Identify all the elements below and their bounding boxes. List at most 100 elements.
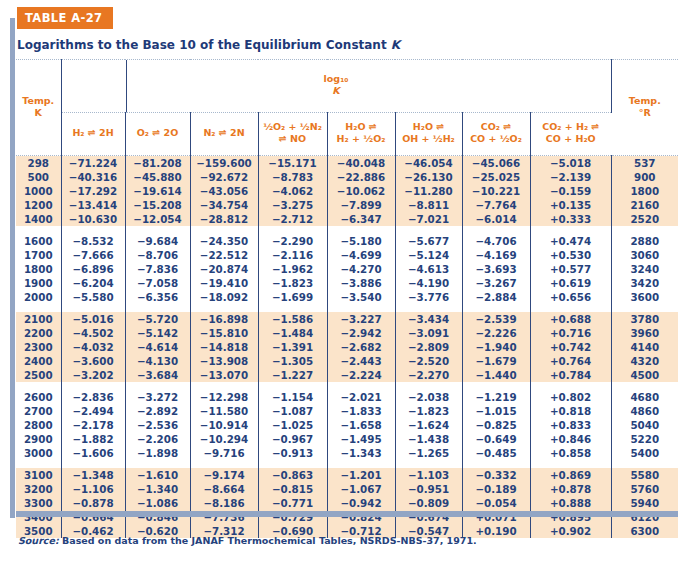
- log-k-value-cell: −2.178: [61, 418, 125, 432]
- gap-cell: [611, 460, 678, 468]
- log-k-value-cell: −17.292: [61, 184, 125, 198]
- row-group-2: 1600−8.532−9.684−24.350−2.290−5.180−5.67…: [16, 234, 678, 304]
- log-k-value-cell: +0.135: [530, 198, 611, 212]
- log-k-value-cell: −1.833: [327, 404, 395, 418]
- log-k-value-cell: −0.809: [395, 496, 462, 510]
- log-k-value-cell: −28.812: [190, 212, 258, 226]
- temp-r-cell: 2160: [611, 198, 678, 212]
- log-k-value-cell: −1.343: [327, 446, 395, 460]
- temp-r-cell: 5940: [611, 496, 678, 510]
- log10-label: log₁₀: [324, 73, 349, 84]
- table-row: 1200−13.414−15.208−34.754−3.275−7.899−8.…: [16, 198, 678, 212]
- gap-cell: [395, 226, 462, 234]
- gap-cell: [61, 226, 125, 234]
- gap-row: [16, 304, 678, 312]
- log-k-value-cell: −1.265: [395, 446, 462, 460]
- log-k-value-cell: −1.103: [395, 468, 462, 482]
- temp-k-cell: 500: [16, 170, 61, 184]
- log-k-value-cell: +0.764: [530, 354, 611, 368]
- log-k-value-cell: −3.540: [327, 290, 395, 304]
- column-header-temp-r: Temp. °R: [611, 60, 678, 156]
- row-group-5: 3100−1.348−1.610−9.174−0.863−1.201−1.103…: [16, 468, 678, 538]
- table-title-k-symbol: K: [391, 38, 400, 52]
- log-k-value-cell: −1.154: [258, 390, 327, 404]
- log-k-value-cell: −4.130: [125, 354, 190, 368]
- temp-r-cell: 6300: [611, 524, 678, 538]
- gap-cell: [327, 382, 395, 390]
- temp-k-cell: 3100: [16, 468, 61, 482]
- log-k-value-cell: −1.940: [462, 340, 530, 354]
- log-k-value-cell: −1.606: [61, 446, 125, 460]
- temp-k-cell: 2700: [16, 404, 61, 418]
- log-k-value-cell: −12.054: [125, 212, 190, 226]
- log-k-value-cell: −1.015: [462, 404, 530, 418]
- log-k-value-cell: −2.712: [258, 212, 327, 226]
- table-row: 1000−17.292−19.614−43.056−4.062−10.062−1…: [16, 184, 678, 198]
- log-k-value-cell: −0.878: [61, 496, 125, 510]
- log-k-value-cell: −4.614: [125, 340, 190, 354]
- log-k-value-cell: −45.880: [125, 170, 190, 184]
- log-k-value-cell: −3.600: [61, 354, 125, 368]
- log-k-value-cell: −1.624: [395, 418, 462, 432]
- log-k-value-cell: −3.275: [258, 198, 327, 212]
- left-accent-bar: [10, 18, 15, 518]
- column-header-row: H₂ ⇌ 2H O₂ ⇌ 2O N₂ ⇌ 2N ½O₂ + ½N₂ ⇌ NO H…: [16, 113, 678, 156]
- temp-k-cell: 298: [16, 156, 61, 171]
- log-k-value-cell: −4.032: [61, 340, 125, 354]
- temp-r-cell: 3780: [611, 312, 678, 326]
- log-k-value-cell: +0.902: [530, 524, 611, 538]
- log-k-value-cell: −1.823: [258, 276, 327, 290]
- gap-cell: [125, 382, 190, 390]
- temp-k-cell: 2200: [16, 326, 61, 340]
- log-k-value-cell: −159.600: [190, 156, 258, 171]
- log-k-value-cell: −2.290: [258, 234, 327, 248]
- log-k-value-cell: −12.298: [190, 390, 258, 404]
- log-k-value-cell: −34.754: [190, 198, 258, 212]
- log-k-value-cell: +0.878: [530, 482, 611, 496]
- log-k-value-cell: −22.886: [327, 170, 395, 184]
- log-k-value-cell: −2.942: [327, 326, 395, 340]
- table-row: 3300−0.878−1.086−8.186−0.771−0.942−0.809…: [16, 496, 678, 510]
- column-header-temp-k: Temp. K: [16, 60, 61, 156]
- log-k-value-cell: −0.485: [462, 446, 530, 460]
- log-k-value-cell: −19.614: [125, 184, 190, 198]
- log-k-value-cell: +0.784: [530, 368, 611, 382]
- gap-cell: [125, 226, 190, 234]
- column-header-n2-2n: N₂ ⇌ 2N: [190, 113, 258, 156]
- gap-cell: [16, 382, 61, 390]
- log-k-value-cell: −13.070: [190, 368, 258, 382]
- log-k-value-cell: −1.106: [61, 482, 125, 496]
- gap-cell: [61, 460, 125, 468]
- log-k-value-cell: −4.190: [395, 276, 462, 290]
- log-k-value-cell: −2.116: [258, 248, 327, 262]
- log-k-value-cell: −4.502: [61, 326, 125, 340]
- log-k-value-cell: −4.613: [395, 262, 462, 276]
- log-k-value-cell: −1.086: [125, 496, 190, 510]
- group-gap: [16, 226, 678, 234]
- log-k-value-cell: −1.440: [462, 368, 530, 382]
- log-k-value-cell: −7.899: [327, 198, 395, 212]
- temp-k-cell: 2900: [16, 432, 61, 446]
- log-k-value-cell: −2.520: [395, 354, 462, 368]
- gap-cell: [611, 226, 678, 234]
- table-number-label: TABLE A-27: [25, 11, 102, 25]
- table-row: 2800−2.178−2.536−10.914−1.025−1.658−1.62…: [16, 418, 678, 432]
- gap-cell: [327, 304, 395, 312]
- log-k-value-cell: −4.062: [258, 184, 327, 198]
- log-k-value-cell: +0.619: [530, 276, 611, 290]
- temp-r-cell: 3060: [611, 248, 678, 262]
- log-k-value-cell: −24.350: [190, 234, 258, 248]
- table-row: 2400−3.600−4.130−13.908−1.305−2.443−2.52…: [16, 354, 678, 368]
- gap-cell: [16, 460, 61, 468]
- gap-cell: [61, 382, 125, 390]
- log-k-value-cell: −1.658: [327, 418, 395, 432]
- log-k-value-cell: −1.025: [258, 418, 327, 432]
- log-k-value-cell: −1.348: [61, 468, 125, 482]
- log-k-value-cell: −2.443: [327, 354, 395, 368]
- log-k-value-cell: −5.580: [61, 290, 125, 304]
- k-symbol: K: [332, 85, 339, 96]
- table-row: 2700−2.494−2.892−11.580−1.087−1.833−1.82…: [16, 404, 678, 418]
- gap-cell: [258, 226, 327, 234]
- column-header-no: ½O₂ + ½N₂ ⇌ NO: [258, 113, 327, 156]
- log-k-value-cell: −10.914: [190, 418, 258, 432]
